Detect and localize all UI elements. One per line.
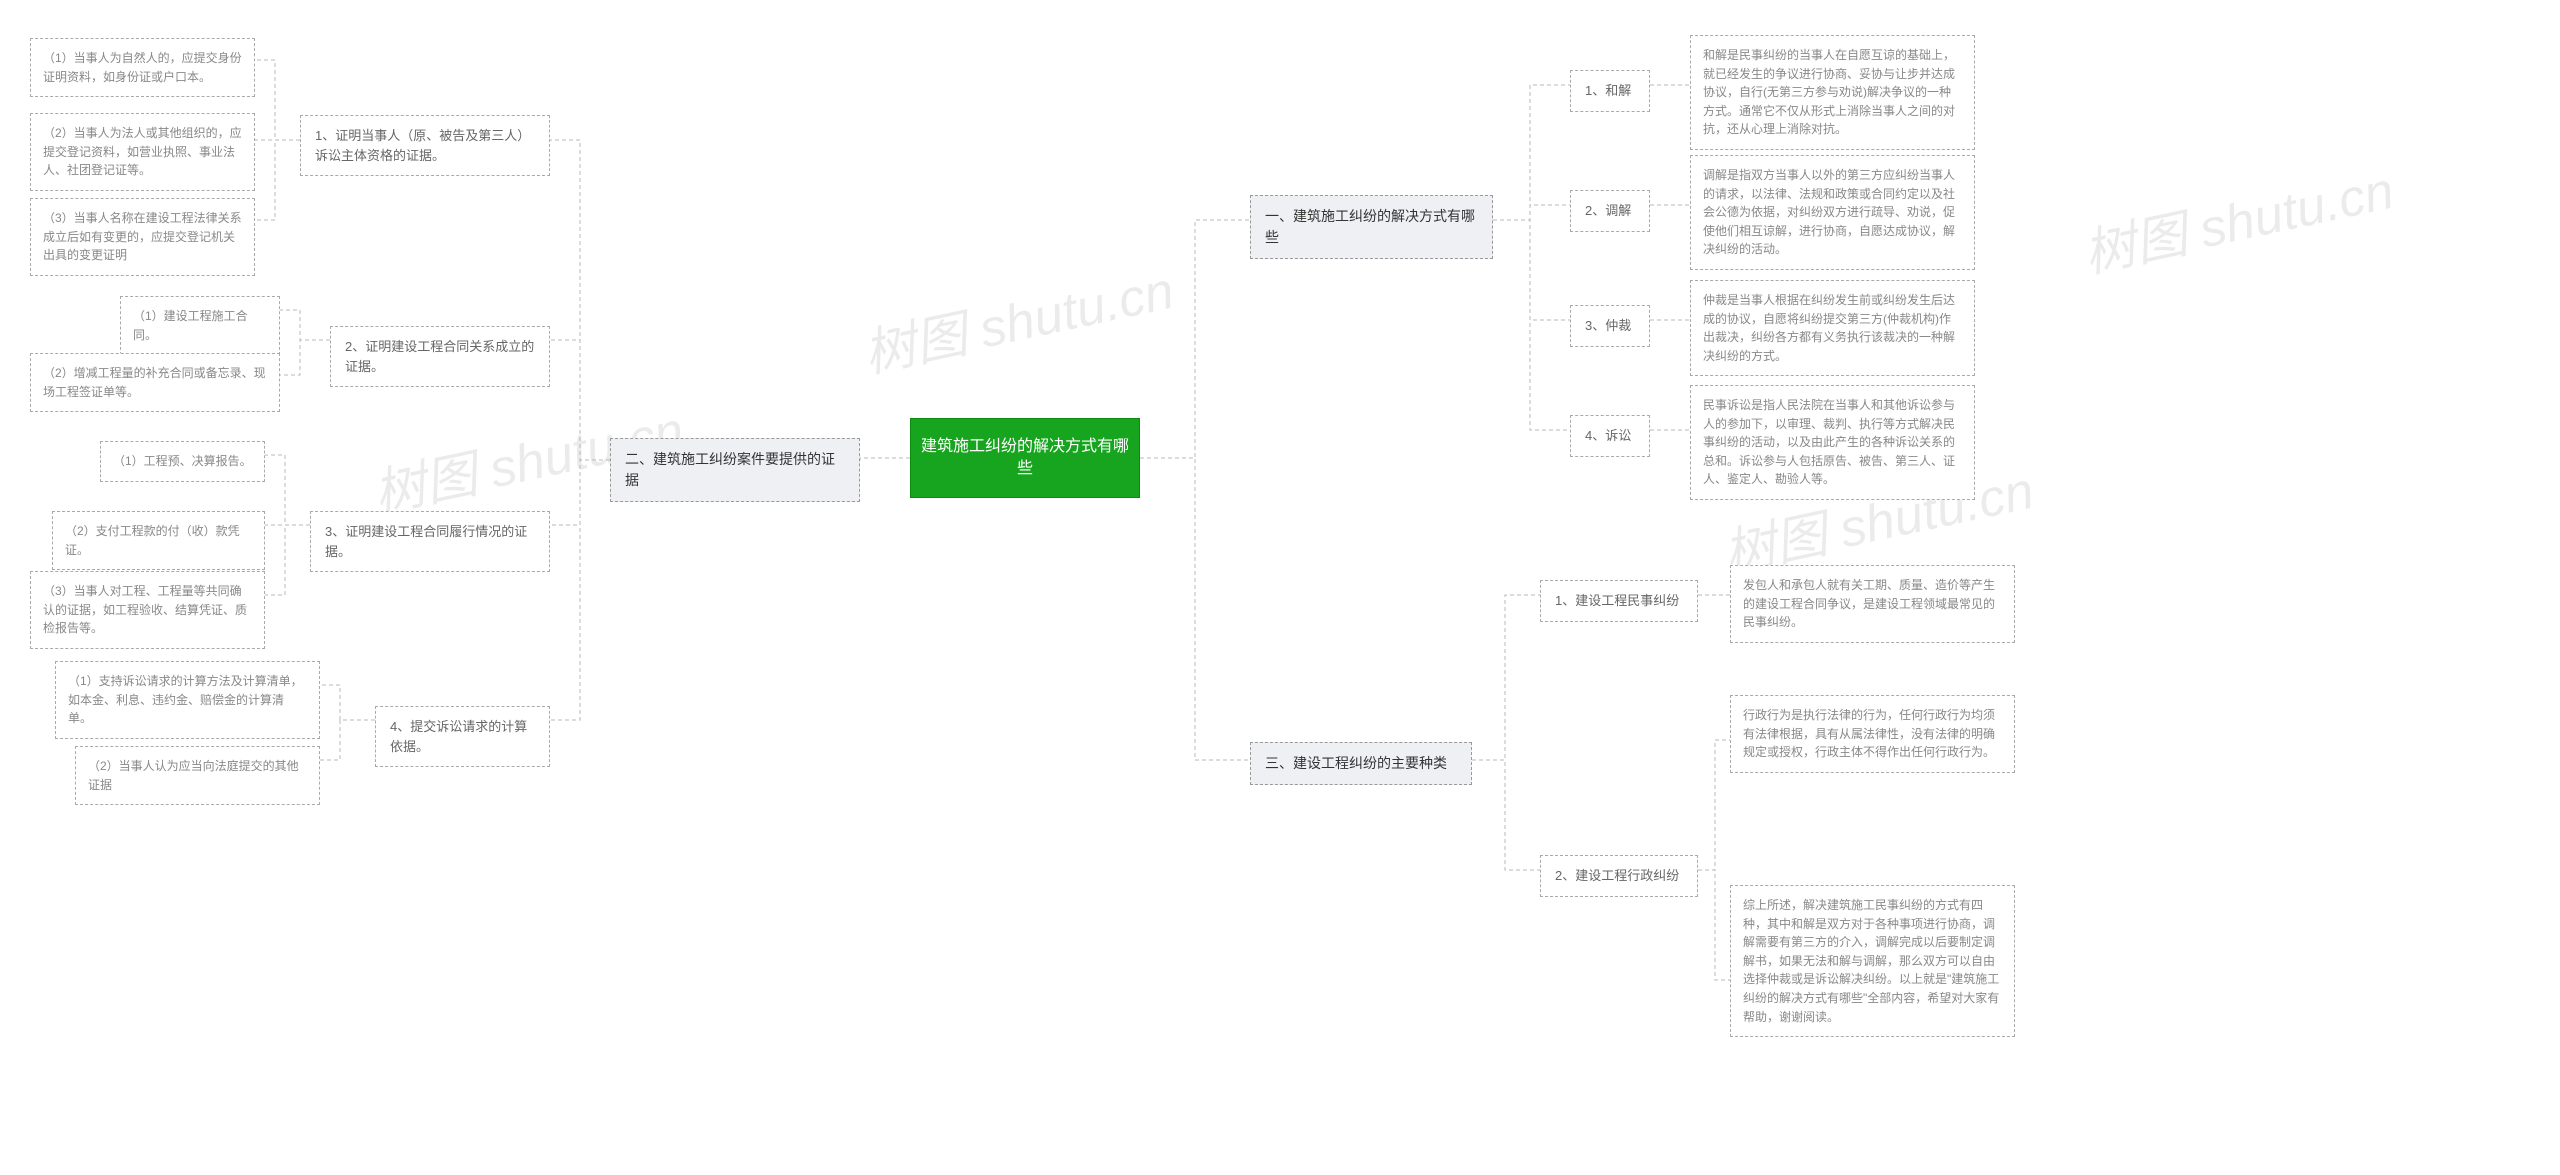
leaf-evidence-1-3: （3）当事人名称在建设工程法律关系成立后如有变更的，应提交登记机关出具的变更证明 xyxy=(30,198,255,276)
detail-admin-dispute-b: 综上所述，解决建筑施工民事纠纷的方式有四种，其中和解是双方对于各种事项进行协商，… xyxy=(1730,885,2015,1037)
detail-civil-dispute: 发包人和承包人就有关工期、质量、造价等产生的建设工程合同争议，是建设工程领域最常… xyxy=(1730,565,2015,643)
leaf-evidence-2-2: （2）增减工程量的补充合同或备忘录、现场工程签证单等。 xyxy=(30,353,280,412)
node-label: 3、证明建设工程合同履行情况的证据。 xyxy=(325,524,527,559)
connector-lines xyxy=(160,0,2560,1175)
detail-mediation: 调解是指双方当事人以外的第三方应纠纷当事人的请求，以法律、法规和政策或合同约定以… xyxy=(1690,155,1975,270)
node-arbitration[interactable]: 3、仲裁 xyxy=(1570,305,1650,347)
leaf-evidence-2-1: （1）建设工程施工合同。 xyxy=(120,296,280,355)
leaf-evidence-3-2: （2）支付工程款的付（收）款凭证。 xyxy=(52,511,265,570)
node-evidence-1[interactable]: 1、证明当事人（原、被告及第三人）诉讼主体资格的证据。 xyxy=(300,115,550,176)
detail-reconciliation: 和解是民事纠纷的当事人在自愿互谅的基础上，就已经发生的争议进行协商、妥协与让步并… xyxy=(1690,35,1975,150)
branch-types[interactable]: 三、建设工程纠纷的主要种类 xyxy=(1250,742,1472,785)
node-label: 4、提交诉讼请求的计算依据。 xyxy=(390,719,527,754)
node-civil-dispute[interactable]: 1、建设工程民事纠纷 xyxy=(1540,580,1698,622)
leaf-evidence-1-2: （2）当事人为法人或其他组织的，应提交登记资料，如营业执照、事业法人、社团登记证… xyxy=(30,113,255,191)
node-label: 2、证明建设工程合同关系成立的证据。 xyxy=(345,339,534,374)
detail-litigation: 民事诉讼是指人民法院在当事人和其他诉讼参与人的参加下，以审理、裁判、执行等方式解… xyxy=(1690,385,1975,500)
mindmap-root[interactable]: 建筑施工纠纷的解决方式有哪些 xyxy=(910,418,1140,498)
detail-admin-dispute-a: 行政行为是执行法律的行为，任何行政行为均须有法律根据，具有从属法律性，没有法律的… xyxy=(1730,695,2015,773)
branch-label: 三、建设工程纠纷的主要种类 xyxy=(1265,755,1447,771)
watermark: 树图 shutu.cn xyxy=(856,248,1180,387)
node-evidence-2[interactable]: 2、证明建设工程合同关系成立的证据。 xyxy=(330,326,550,387)
node-litigation[interactable]: 4、诉讼 xyxy=(1570,415,1650,457)
branch-label: 一、建筑施工纠纷的解决方式有哪些 xyxy=(1265,208,1475,245)
node-label: 2、建设工程行政纠纷 xyxy=(1555,868,1679,883)
node-reconciliation[interactable]: 1、和解 xyxy=(1570,70,1650,112)
node-label: 1、和解 xyxy=(1585,83,1631,98)
branch-label: 二、建筑施工纠纷案件要提供的证据 xyxy=(625,451,835,488)
node-mediation[interactable]: 2、调解 xyxy=(1570,190,1650,232)
branch-methods[interactable]: 一、建筑施工纠纷的解决方式有哪些 xyxy=(1250,195,1493,259)
node-label: 4、诉讼 xyxy=(1585,428,1631,443)
watermark: 树图 shutu.cn xyxy=(2076,148,2400,287)
node-evidence-3[interactable]: 3、证明建设工程合同履行情况的证据。 xyxy=(310,511,550,572)
leaf-evidence-4-2: （2）当事人认为应当向法庭提交的其他证据 xyxy=(75,746,320,805)
node-label: 2、调解 xyxy=(1585,203,1631,218)
node-label: 3、仲裁 xyxy=(1585,318,1631,333)
leaf-evidence-3-3: （3）当事人对工程、工程量等共同确认的证据，如工程验收、结算凭证、质检报告等。 xyxy=(30,571,265,649)
leaf-evidence-4-1: （1）支持诉讼请求的计算方法及计算清单，如本金、利息、违约金、赔偿金的计算清单。 xyxy=(55,661,320,739)
node-admin-dispute[interactable]: 2、建设工程行政纠纷 xyxy=(1540,855,1698,897)
root-label: 建筑施工纠纷的解决方式有哪些 xyxy=(916,436,1134,481)
node-label: 1、证明当事人（原、被告及第三人）诉讼主体资格的证据。 xyxy=(315,128,530,163)
node-evidence-4[interactable]: 4、提交诉讼请求的计算依据。 xyxy=(375,706,550,767)
leaf-evidence-1-1: （1）当事人为自然人的，应提交身份证明资料，如身份证或户口本。 xyxy=(30,38,255,97)
detail-arbitration: 仲裁是当事人根据在纠纷发生前或纠纷发生后达成的协议，自愿将纠纷提交第三方(仲裁机… xyxy=(1690,280,1975,376)
leaf-evidence-3-1: （1）工程预、决算报告。 xyxy=(100,441,265,482)
branch-evidence[interactable]: 二、建筑施工纠纷案件要提供的证据 xyxy=(610,438,860,502)
node-label: 1、建设工程民事纠纷 xyxy=(1555,593,1679,608)
